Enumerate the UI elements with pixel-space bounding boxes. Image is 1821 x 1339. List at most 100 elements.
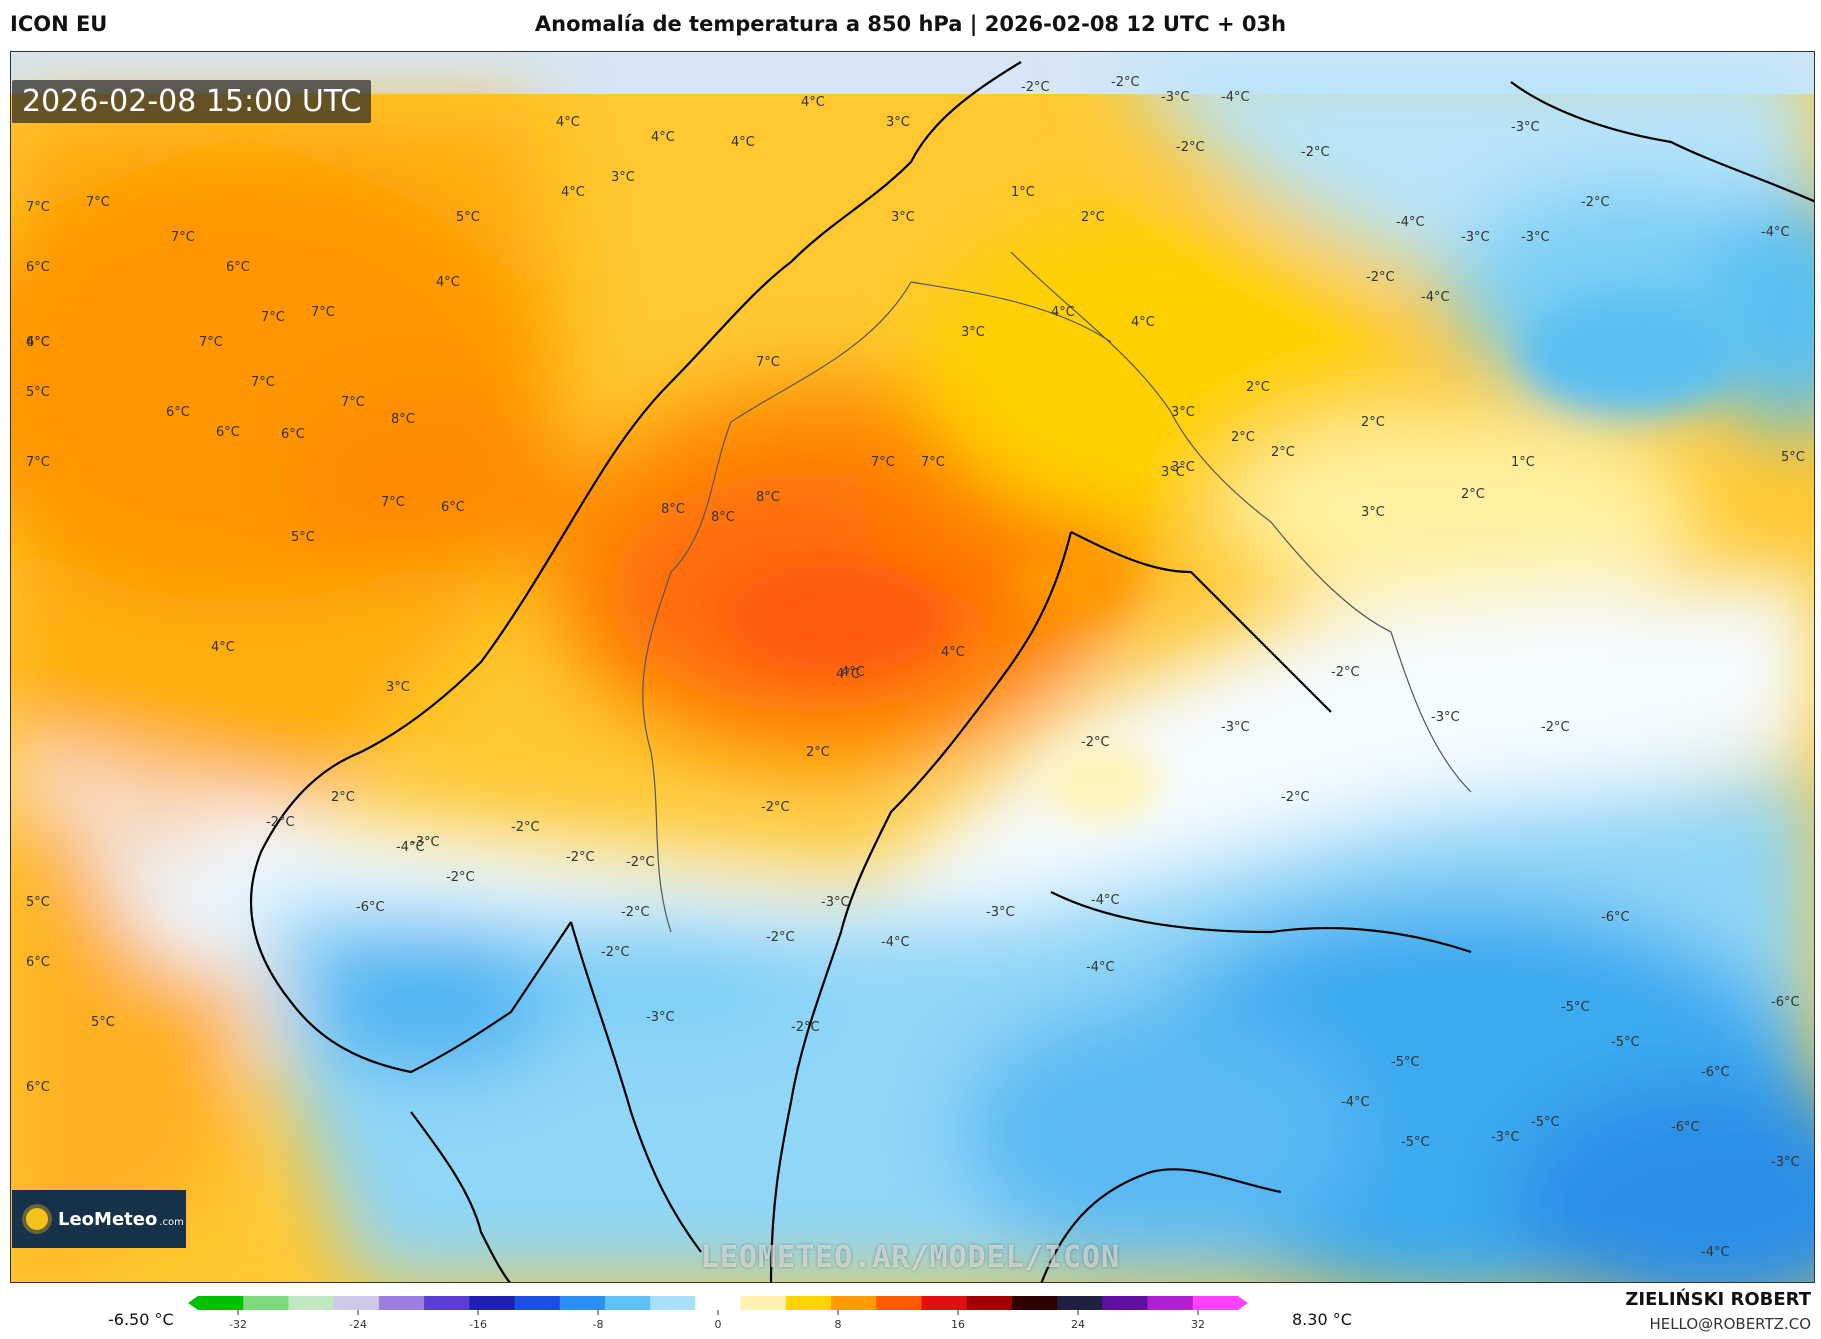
colorbar-segment xyxy=(831,1296,877,1310)
sun-icon xyxy=(26,1208,48,1230)
temperature-label: -2°C xyxy=(1581,195,1610,210)
temperature-label: 4°C xyxy=(1051,305,1075,320)
temperature-label: 7°C xyxy=(199,335,223,350)
author-email: HELLO@ROBERTZ.CO xyxy=(1649,1315,1811,1333)
map-title: Anomalía de temperatura a 850 hPa | 2026… xyxy=(534,12,1287,36)
temperature-label: -4°C xyxy=(1701,1245,1730,1260)
colorbar-segment xyxy=(1192,1296,1239,1310)
temperature-label: -5°C xyxy=(1611,1035,1640,1050)
temperature-label: -3°C xyxy=(821,895,850,910)
temperature-label: 2°C xyxy=(806,745,830,760)
colorbar-tick-label: 16 xyxy=(951,1318,965,1331)
temperature-label: 6°C xyxy=(441,500,465,515)
temperature-label: 4°C xyxy=(436,275,460,290)
temperature-label: -4°C xyxy=(1221,90,1250,105)
temperature-label: -3°C xyxy=(1771,1155,1800,1170)
temperature-label: -2°C xyxy=(1541,720,1570,735)
temperature-label: 4°C xyxy=(1131,315,1155,330)
temperature-label: -4°C xyxy=(1421,290,1450,305)
temperature-label: 5°C xyxy=(26,895,50,910)
colorbar-segment xyxy=(650,1296,696,1310)
temperature-label: -2°C xyxy=(1081,735,1110,750)
temperature-label: -4°C xyxy=(396,840,425,855)
temperature-label: -4°C xyxy=(1091,893,1120,908)
temperature-label: 3°C xyxy=(891,210,915,225)
logo-suffix: .com xyxy=(159,1216,184,1228)
temperature-label: -2°C xyxy=(761,800,790,815)
colorbar-tick-label: -8 xyxy=(593,1318,604,1331)
temperature-label: -2°C xyxy=(1111,75,1140,90)
temperature-label: -4°C xyxy=(1086,960,1115,975)
temperature-label: 8°C xyxy=(391,412,415,427)
temperature-label: -5°C xyxy=(1391,1055,1420,1070)
temperature-label: 7°C xyxy=(251,375,275,390)
colorbar-tick-label: 8 xyxy=(835,1318,842,1331)
temperature-label: 6°C xyxy=(226,260,250,275)
colorbar-tick-label: -32 xyxy=(229,1318,247,1331)
temperature-label: -2°C xyxy=(1281,790,1310,805)
temperature-label: 8°C xyxy=(756,490,780,505)
temperature-label: 4°C xyxy=(841,665,865,680)
temperature-label: 6°C xyxy=(216,425,240,440)
temperature-label: 1°C xyxy=(1011,185,1035,200)
temperature-label: -2°C xyxy=(446,870,475,885)
author-name: ZIELIŃSKI ROBERT xyxy=(1625,1289,1811,1310)
colorbar-segment xyxy=(785,1296,832,1310)
temperature-label: 6°C xyxy=(26,335,50,350)
temperature-label: -2°C xyxy=(1301,145,1330,160)
colorbar-segment xyxy=(921,1296,968,1310)
temperature-label: -6°C xyxy=(1701,1065,1730,1080)
colorbar: -32 -24 -16 -8 0 8 16 24 32 xyxy=(188,1296,1248,1331)
temperature-label: 8°C xyxy=(711,510,735,525)
weather-map[interactable]: 4°C 4°C 4°C 4°C 3°C 3°C 4°C 5°C 4°C 7°C 7°C 7°C 6°C 7… xyxy=(10,51,1815,1283)
temperature-label: 3°C xyxy=(1361,505,1385,520)
temperature-label: 5°C xyxy=(456,210,480,225)
temperature-label: -3°C xyxy=(1161,90,1190,105)
temperature-label: -2°C xyxy=(766,930,795,945)
temperature-label: 5°C xyxy=(91,1015,115,1030)
colorbar-tick-label: 24 xyxy=(1071,1318,1085,1331)
temperature-label: 7°C xyxy=(756,355,780,370)
colorbar-segment xyxy=(333,1296,380,1310)
temperature-label: 7°C xyxy=(341,395,365,410)
colorbar-segment xyxy=(424,1296,470,1310)
colorbar-tick-label: 32 xyxy=(1191,1318,1205,1331)
temperature-label: -2°C xyxy=(621,905,650,920)
author-credit: ZIELIŃSKI ROBERT HELLO@ROBERTZ.CO xyxy=(1625,1288,1811,1336)
temperature-label: -2°C xyxy=(791,1020,820,1035)
temperature-label: 3°C xyxy=(1161,465,1185,480)
model-name: ICON EU xyxy=(10,12,108,36)
borders xyxy=(642,251,1472,933)
colorbar-segment xyxy=(198,1296,244,1310)
temperature-label: 4°C xyxy=(941,645,965,660)
temperature-label: -3°C xyxy=(1221,720,1250,735)
colorbar-segment xyxy=(966,1296,1013,1310)
colorbar-segment xyxy=(378,1296,425,1310)
temperature-label: 6°C xyxy=(281,427,305,442)
colorbar-segment xyxy=(1057,1296,1103,1310)
leometeo-logo[interactable]: LeoMeteo .com xyxy=(12,1190,186,1248)
temperature-label: 3°C xyxy=(1171,460,1195,475)
temperature-label: 3°C xyxy=(961,325,985,340)
temperature-label: 6°C xyxy=(166,405,190,420)
temperature-label: 4°C xyxy=(211,640,235,655)
valid-time-badge: 2026-02-08 15:00 UTC xyxy=(12,80,372,123)
temperature-label: -4°C xyxy=(1761,225,1790,240)
temperature-label: -3°C xyxy=(1461,230,1490,245)
colorbar-tick-label: -24 xyxy=(349,1318,367,1331)
colorbar-segment xyxy=(1011,1296,1058,1310)
temperature-label: 5°C xyxy=(26,385,50,400)
temperature-label: -4°C xyxy=(1341,1095,1370,1110)
temperature-label: 6°C xyxy=(26,260,50,275)
colorbar-segment xyxy=(876,1296,923,1310)
temperature-label: 2°C xyxy=(1461,487,1485,502)
temperature-label: 2°C xyxy=(1081,210,1105,225)
temperature-label: -2°C xyxy=(1331,665,1360,680)
temperature-label: -6°C xyxy=(1671,1120,1700,1135)
temperature-label: 3°C xyxy=(1171,405,1195,420)
temperature-label: 1°C xyxy=(1511,455,1535,470)
colorbar-segment xyxy=(740,1296,787,1310)
temperature-label: -2°C xyxy=(1021,80,1050,95)
temperature-label: -5°C xyxy=(1561,1000,1590,1015)
anomaly-field: 4°C4°C 4°C4°C3°C3°C4°C5°C4°C7°C 7°C7°C6°C7… xyxy=(11,52,1814,1282)
